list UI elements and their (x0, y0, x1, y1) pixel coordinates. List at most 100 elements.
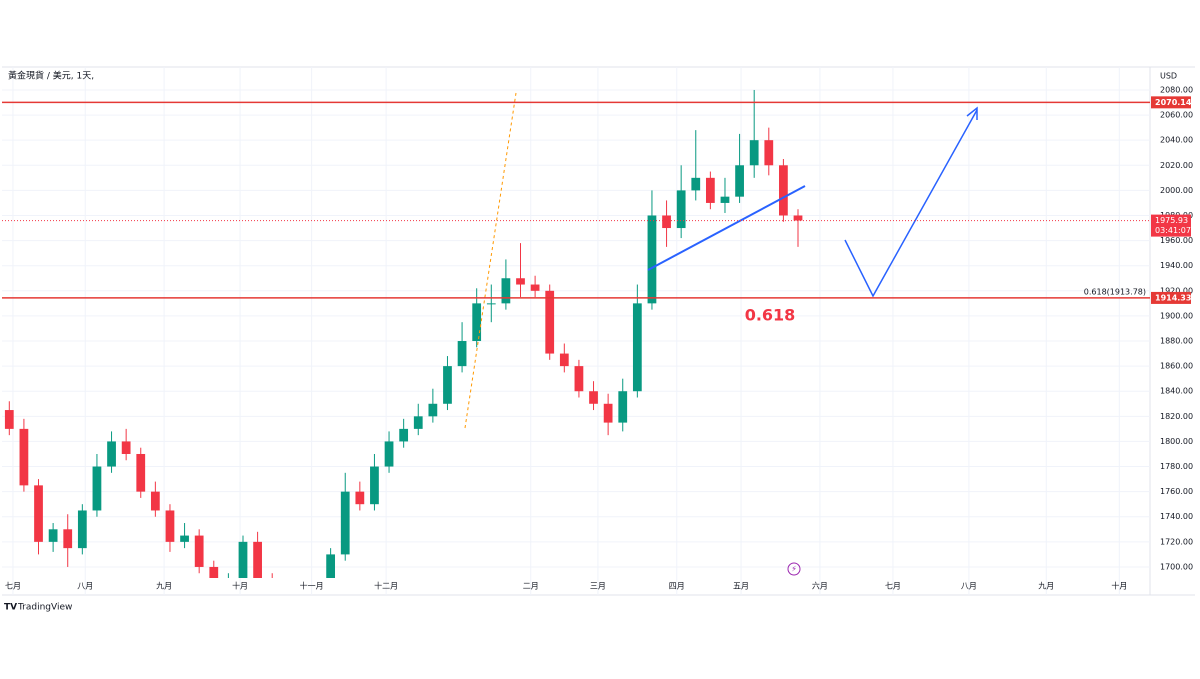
candle-body (340, 491, 350, 555)
last-price-label: 1975.93 (1155, 216, 1188, 225)
candle-body (779, 165, 788, 216)
y-tick-label: 1820.00 (1160, 412, 1193, 421)
y-tick-label: 1780.00 (1160, 462, 1193, 471)
candle-body (720, 196, 730, 203)
candle-body (486, 303, 496, 305)
fib-label: 0.618(1913.78) (1084, 288, 1146, 297)
candle-body (34, 485, 43, 542)
candle-body (545, 290, 555, 354)
x-tick-label: 十一月 (300, 581, 324, 591)
y-tick-label: 1960.00 (1160, 236, 1193, 245)
candle-body (238, 541, 248, 578)
candle-body (63, 529, 73, 549)
x-tick-label: 六月 (812, 581, 828, 591)
candle-body (530, 284, 540, 291)
candle-body (4, 410, 14, 429)
candle-body (603, 403, 613, 423)
event-icon-glyph[interactable]: ⚡ (791, 565, 797, 574)
candle-body (632, 303, 642, 392)
candle-body (384, 441, 394, 467)
candle-body (77, 510, 87, 549)
candle-body (705, 177, 715, 203)
candle-body (793, 215, 803, 221)
candle-body (370, 466, 379, 505)
candle-body (209, 566, 219, 578)
candle-body (457, 341, 467, 367)
level-tag-label: 1914.33 (1155, 293, 1191, 302)
candle-body (194, 535, 204, 567)
candle-body (691, 177, 701, 191)
currency: USD (1160, 72, 1177, 81)
y-tick-label: 1920.00 (1160, 286, 1193, 295)
forecast-arrow (844, 109, 978, 298)
candle-body (19, 428, 29, 486)
y-tick-label: 1880.00 (1160, 337, 1193, 346)
candle-body (253, 541, 262, 578)
candle-body (165, 510, 175, 542)
arrow-head (966, 106, 978, 120)
y-tick-label: 1860.00 (1160, 362, 1193, 371)
trend-line (647, 185, 806, 271)
level-tag (1151, 96, 1191, 109)
brand: TradingView (17, 603, 72, 613)
candle-body (574, 366, 584, 392)
candle-body (443, 366, 452, 404)
x-tick-label: 二月 (523, 582, 539, 591)
candle-body (516, 278, 525, 285)
x-tick-label: 九月 (156, 582, 172, 591)
level-tag-label: 2070.14 (1155, 98, 1192, 107)
x-tick-label: 十月 (1111, 581, 1127, 591)
candle-body (413, 416, 423, 429)
candle-body (559, 353, 569, 367)
candle-body (764, 140, 774, 166)
x-tick-label: 十二月 (374, 581, 398, 591)
candle-body (92, 466, 102, 511)
y-tick-label: 1740.00 (1160, 512, 1193, 521)
y-tick-label: 1840.00 (1160, 387, 1193, 396)
candle-body (618, 391, 628, 423)
candle-body (662, 215, 671, 229)
candle-body (355, 491, 365, 505)
y-tick-label: 1900.00 (1160, 311, 1193, 320)
x-tick-label: 十月 (232, 581, 248, 591)
candle-body (121, 441, 131, 454)
candle-body (48, 529, 58, 542)
event-icon[interactable] (787, 562, 801, 576)
y-tick-label: 1940.00 (1160, 261, 1193, 270)
candle-body (326, 554, 336, 578)
y-tick-label: 2080.00 (1160, 85, 1193, 94)
candle-body (282, 605, 291, 618)
y-tick-label: 1720.00 (1160, 537, 1193, 546)
y-tick-label: 2040.00 (1160, 136, 1193, 145)
x-tick-label: 九月 (1038, 582, 1054, 591)
candle-body (150, 491, 160, 511)
fib-annotation: 0.618 (745, 306, 796, 325)
y-tick-label: 2060.00 (1160, 111, 1193, 120)
candle-body (647, 215, 657, 304)
y-tick-label: 2000.00 (1160, 186, 1193, 195)
x-tick-label: 七月 (5, 582, 21, 591)
y-tick-label: 1700.00 (1160, 562, 1193, 571)
x-tick-label: 五月 (733, 582, 749, 591)
candle-body (399, 428, 409, 442)
candle-body (180, 535, 189, 542)
projection-line (464, 92, 517, 429)
last-price-tag (1151, 214, 1191, 237)
candle-body (501, 278, 511, 304)
y-tick-label: 1760.00 (1160, 487, 1193, 496)
candle-body (268, 580, 277, 605)
x-tick-label: 八月 (961, 582, 977, 591)
brand-logo: TV (4, 603, 17, 613)
x-tick-label: 七月 (885, 582, 901, 591)
candle-body (749, 140, 759, 166)
candle-body (136, 453, 146, 492)
candle-body (472, 303, 482, 342)
candle-body (589, 391, 598, 404)
candle-body (735, 165, 744, 197)
candle-body (676, 190, 686, 229)
candle-body (297, 611, 306, 617)
y-tick-label: 2020.00 (1160, 161, 1193, 170)
countdown: 03:41:07 (1155, 226, 1191, 235)
